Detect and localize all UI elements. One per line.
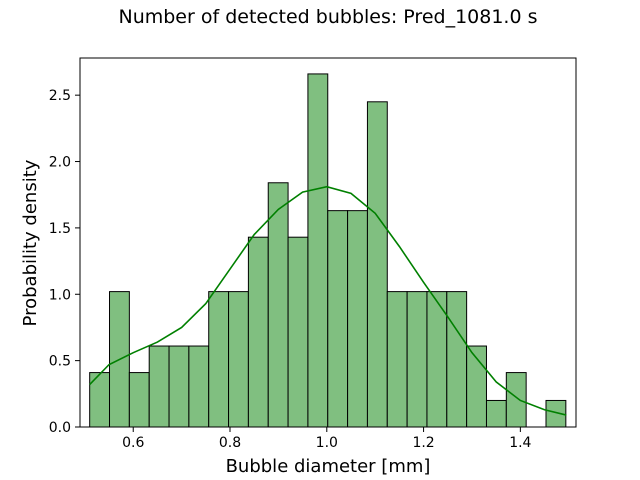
histogram-bars: [89, 73, 567, 428]
y-tick-label: 1.0: [49, 287, 71, 303]
y-tick-label: 2.5: [49, 88, 71, 104]
x-tick-label: 0.6: [122, 435, 144, 451]
y-tick-label: 0.5: [49, 354, 71, 370]
histogram-bar: [168, 345, 190, 428]
histogram-bar: [188, 345, 210, 428]
y-axis-label: Probability density: [20, 159, 41, 326]
kde-line: [89, 185, 567, 416]
histogram-bar: [287, 236, 309, 428]
x-axis-ticks: 0.6 0.8 1.0 1.2 1.4: [122, 427, 532, 451]
histogram-bar: [386, 291, 408, 428]
histogram-bar: [148, 345, 170, 428]
histogram-bar: [446, 291, 468, 428]
y-tick-label: 1.5: [49, 221, 71, 237]
x-tick-label: 0.8: [219, 435, 241, 451]
histogram-bar: [228, 291, 249, 428]
chart-title: Number of detected bubbles: Pred_1081.0 …: [118, 6, 537, 28]
y-tick-label: 0.0: [49, 420, 71, 436]
histogram-bar: [307, 73, 329, 428]
x-tick-label: 1.0: [316, 435, 338, 451]
histogram-bar: [366, 101, 388, 428]
histogram-bar: [128, 372, 150, 428]
histogram-bar: [208, 291, 230, 428]
y-axis-ticks: 0.0 0.5 1.0 1.5 2.0 2.5: [49, 88, 80, 436]
x-tick-label: 1.4: [509, 435, 531, 451]
x-tick-label: 1.2: [412, 435, 434, 451]
histogram-bar: [267, 182, 289, 428]
histogram-bar: [347, 210, 368, 428]
histogram-bar: [327, 210, 349, 428]
histogram-bar: [505, 372, 527, 428]
y-tick-label: 2.0: [49, 155, 71, 171]
histogram-bar: [485, 399, 507, 428]
plot-area-frame: [79, 57, 577, 428]
histogram-bar: [406, 291, 428, 428]
histogram-bar: [247, 236, 269, 428]
x-axis-label: Bubble diameter [mm]: [226, 456, 431, 477]
